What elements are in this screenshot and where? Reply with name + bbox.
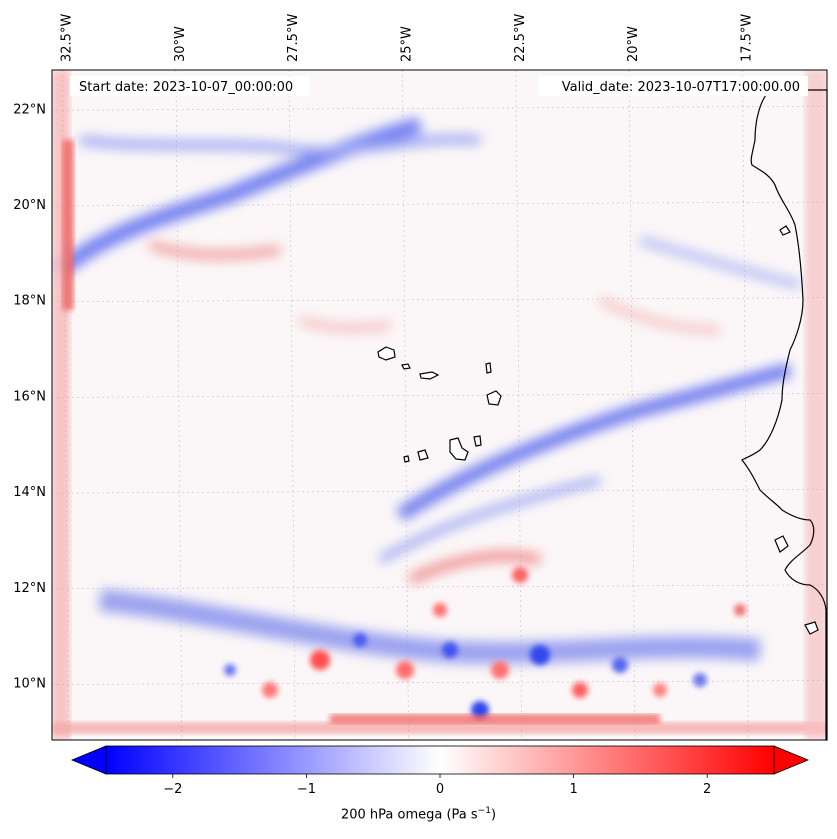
lon-gridline: [742, 69, 749, 741]
lon-gridline: [402, 69, 409, 741]
boundary-west-strong: [62, 140, 74, 310]
lat-gridline: [51, 488, 828, 494]
omega-cell: [653, 683, 667, 697]
omega-band-north-upper: [79, 134, 481, 156]
colorbar-tick-label: −2: [163, 782, 182, 797]
omega-cell: [353, 633, 367, 647]
lat-tick-label: 18°N: [13, 294, 46, 309]
omega-cell: [491, 661, 509, 679]
lon-tick-label: 17.5°W: [739, 14, 754, 62]
lon-tick-label: 22.5°W: [513, 14, 528, 62]
colorbar-tick-label: 0: [436, 782, 444, 797]
map-panel: [51, 69, 828, 741]
map-background: [52, 70, 827, 740]
omega-cell: [734, 604, 746, 616]
island-sal: [485, 362, 492, 374]
longitude-tick-labels: 32.5°W 30°W 27.5°W 25°W 22.5°W 20°W 17.5°W: [60, 14, 755, 62]
lat-gridline: [51, 584, 828, 590]
omega-cell: [512, 567, 528, 583]
lat-tick-label: 22°N: [13, 102, 46, 117]
lat-gridline: [51, 297, 828, 303]
lon-gridline: [628, 69, 636, 741]
island-sao-nicolau: [419, 371, 440, 380]
omega-band-east: [638, 235, 802, 290]
island-boa-vista: [486, 390, 502, 406]
lon-gridline: [62, 69, 69, 741]
colorbar-tick-label: 2: [703, 782, 711, 797]
omega-cell: [433, 603, 447, 617]
lon-gridline: [175, 69, 183, 741]
lon-gridline: [288, 69, 296, 741]
lon-tick-label: 32.5°W: [60, 14, 75, 62]
lat-gridline: [51, 105, 828, 111]
coastlines: [377, 89, 828, 741]
omega-cell: [612, 657, 628, 673]
map-frame: [51, 69, 828, 741]
omega-cell: [224, 664, 236, 676]
omega-cell: [396, 661, 414, 679]
colorbar-high-extend: [773, 745, 810, 775]
boundary-east: [805, 70, 827, 740]
colorbar-label-close: ): [490, 807, 497, 823]
colorbar-label-exponent: −1: [477, 806, 491, 816]
colorbar-label-main: 200 hPa omega (Pa s: [340, 807, 478, 823]
coastal-feature: [779, 225, 791, 236]
island-maio: [473, 435, 482, 447]
omega-band-central: [396, 363, 792, 521]
lat-tick-label: 14°N: [13, 485, 46, 500]
lat-tick-label: 10°N: [13, 677, 46, 692]
boundary-south: [52, 722, 827, 734]
island-santo-antao: [377, 346, 396, 361]
colorbar-label: 200 hPa omega (Pa s−1): [0, 806, 837, 822]
omega-south-convection: [98, 589, 761, 664]
lon-tick-label: 30°W: [173, 26, 188, 62]
colorbar-low-extend: [70, 745, 107, 775]
lat-gridline: [51, 201, 828, 207]
start-date-label: Start date: 2023-10-07_00:00:00: [79, 80, 293, 95]
coastal-feature: [774, 535, 789, 553]
colorbar-ticks: −2 −1 0 1 2: [163, 774, 711, 797]
lat-tick-label: 16°N: [13, 389, 46, 404]
lat-gridline: [51, 680, 828, 685]
lat-tick-label: 12°N: [13, 581, 46, 596]
lat-tick-label: 20°N: [13, 198, 46, 213]
lat-gridline: [51, 393, 828, 398]
island-sao-vicente: [401, 363, 411, 370]
omega-cell: [572, 682, 588, 698]
gridlines: [51, 69, 828, 741]
omega-cell: [310, 650, 330, 670]
africa-coastline: [741, 89, 828, 741]
omega-band-red-east: [598, 296, 721, 334]
colorbar-tick-label: −1: [297, 782, 316, 797]
omega-field: [52, 70, 827, 740]
omega-cell: [530, 645, 550, 665]
lon-tick-label: 25°W: [400, 26, 415, 62]
omega-band-red-mid: [298, 316, 391, 333]
island-brava: [403, 455, 410, 463]
start-date-box: [70, 76, 310, 96]
lon-gridline: [515, 69, 523, 741]
colorbar-bar: [105, 745, 775, 775]
lon-tick-label: 20°W: [626, 26, 641, 62]
latitude-tick-labels: 10°N 12°N 14°N 16°N 18°N 20°N 22°N: [13, 102, 46, 691]
colorbar-tick-label: 1: [569, 782, 577, 797]
boundary-south-strong: [330, 714, 660, 724]
colorbar: −2 −1 0 1 2: [70, 745, 810, 797]
omega-band-central-lower: [378, 476, 601, 564]
date-annotations: Start date: 2023-10-07_00:00:00 Valid_da…: [70, 76, 808, 96]
omega-band-red-north: [148, 240, 281, 260]
island-fogo: [417, 449, 429, 461]
valid-date-label: Valid_date: 2023-10-07T17:00:00.00: [562, 80, 800, 95]
omega-cell: [442, 642, 458, 658]
valid-date-box: [538, 76, 808, 96]
omega-band-red-south: [407, 551, 542, 585]
omega-cell: [262, 682, 278, 698]
bijagos-islands: [804, 621, 819, 635]
omega-cell: [693, 673, 707, 687]
island-santiago: [449, 437, 469, 461]
lon-tick-label: 27.5°W: [286, 14, 301, 62]
